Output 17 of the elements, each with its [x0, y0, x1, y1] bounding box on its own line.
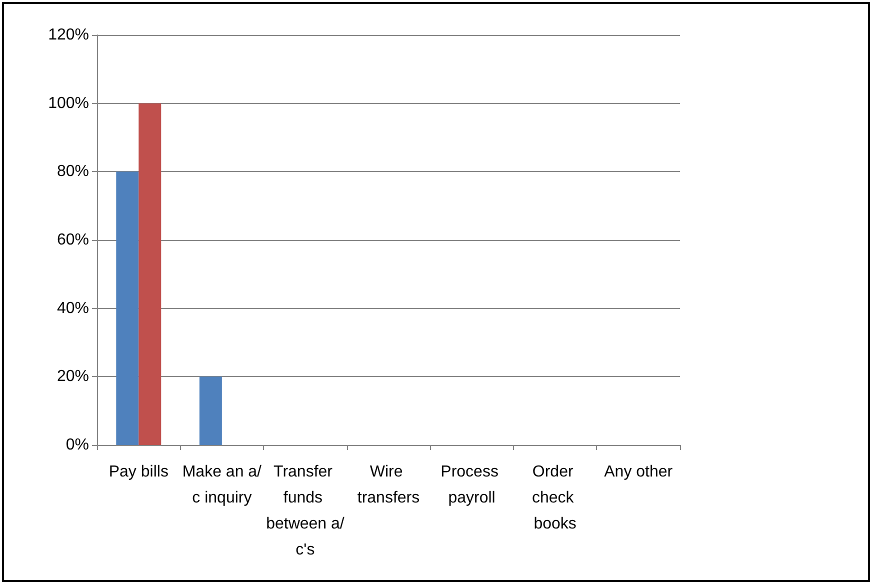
y-tick-label: 120%: [48, 26, 89, 44]
x-tick-label: Any other: [604, 464, 674, 480]
x-tick-label: Order check books: [532, 464, 578, 532]
x-tick-label: Transfer funds between a/c's: [266, 464, 345, 558]
x-tick-label: Make an a/c inquiry: [182, 464, 262, 506]
y-tick-label: 100%: [48, 94, 89, 112]
bar: [116, 172, 139, 445]
y-tick-label: 60%: [56, 232, 89, 248]
y-tick-label: 40%: [56, 300, 89, 317]
bar: [138, 103, 162, 445]
x-tick-label: Pay bills: [108, 464, 168, 480]
y-tick-label: 0%: [66, 436, 89, 454]
bar: [199, 376, 222, 445]
y-tick-label: 20%: [56, 368, 89, 386]
x-tick-label: Process payroll: [440, 464, 503, 506]
y-tick-label: 80%: [56, 163, 89, 180]
x-tick-label: Wire transfers: [357, 464, 420, 506]
